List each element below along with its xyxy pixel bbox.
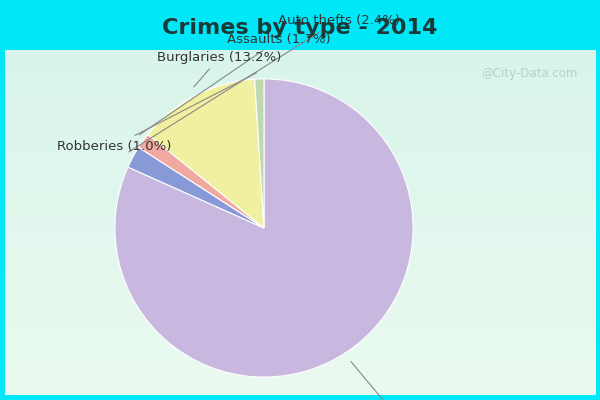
Text: Burglaries (13.2%): Burglaries (13.2%) (157, 51, 281, 87)
Wedge shape (128, 147, 264, 228)
Wedge shape (139, 134, 264, 228)
Wedge shape (254, 79, 264, 228)
Text: Robberies (1.0%): Robberies (1.0%) (57, 73, 257, 152)
Text: Auto thefts (2.4%): Auto thefts (2.4%) (129, 14, 400, 152)
Wedge shape (148, 79, 264, 228)
Text: Thefts (81.7%): Thefts (81.7%) (346, 362, 444, 400)
Text: @City-Data.com: @City-Data.com (481, 67, 577, 80)
Text: Crimes by type - 2014: Crimes by type - 2014 (163, 18, 437, 38)
Text: Assaults (1.7%): Assaults (1.7%) (139, 33, 331, 135)
Wedge shape (115, 79, 413, 377)
